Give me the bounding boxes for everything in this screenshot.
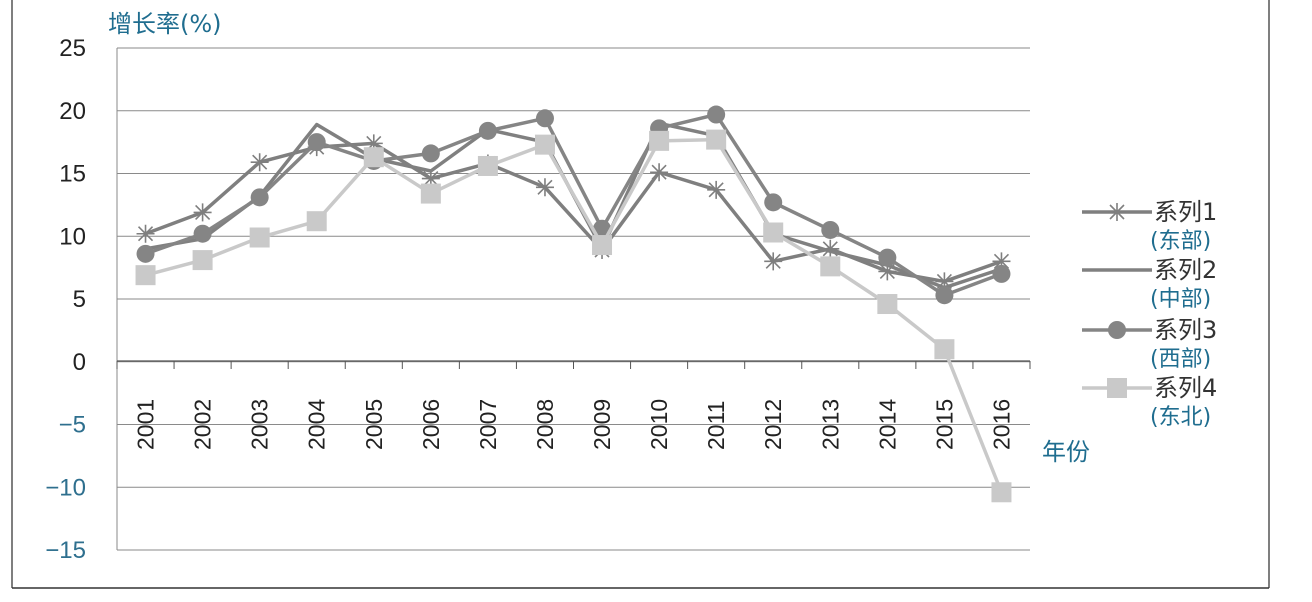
y-tick-label: 20 (59, 98, 86, 125)
data-point (1108, 321, 1126, 339)
data-point (706, 129, 727, 150)
data-point (707, 180, 726, 199)
legend-item-3: 系列3 (西部) (1082, 316, 1217, 372)
data-point (878, 248, 897, 267)
data-point (764, 193, 783, 212)
legend-sublabel: (东北) (1150, 405, 1211, 430)
x-tick-label: 2013 (817, 399, 843, 450)
data-point (878, 262, 897, 281)
data-point (363, 147, 384, 168)
legend-sublabel: (西部) (1150, 347, 1211, 372)
x-tick-label: 2002 (190, 399, 216, 450)
x-tick-label: 2016 (988, 399, 1014, 450)
data-point (534, 134, 555, 155)
legend-sublabel: (东部) (1150, 229, 1211, 254)
x-tick-label: 2003 (247, 399, 273, 450)
y-tick-labels: 25 20 15 10 5 0 −5 −10 −15 (45, 35, 86, 564)
y-tick-label: 0 (73, 349, 86, 376)
series-line (145, 137, 1004, 493)
series-4 (135, 129, 1012, 503)
data-point (136, 244, 155, 263)
data-point (420, 183, 441, 204)
data-point (877, 294, 898, 315)
data-point (991, 482, 1012, 503)
x-tick-label: 2007 (475, 399, 501, 450)
x-tick-label: 2008 (532, 399, 558, 450)
x-tick-label: 2011 (703, 401, 729, 450)
data-point (592, 235, 613, 256)
data-point (193, 203, 212, 222)
data-point (364, 134, 383, 153)
data-point (535, 109, 554, 128)
data-point (764, 252, 783, 271)
data-point (306, 211, 327, 232)
series-line (144, 112, 1003, 297)
data-point (934, 339, 955, 360)
data-point (992, 264, 1011, 283)
legend-item-1: 系列1 (东部) (1082, 198, 1217, 254)
series-3 (136, 105, 1011, 305)
legend-sublabel: (中部) (1150, 287, 1211, 312)
x-tick-label: 2015 (931, 399, 957, 450)
x-tick-label: 2001 (133, 399, 159, 450)
series-line (144, 141, 1003, 284)
data-point (478, 121, 497, 140)
series-line (145, 121, 1003, 290)
y-axis-title: 增长率(%) (108, 10, 222, 38)
x-tick-labels: 2001 2002 2003 2004 2005 2006 2007 2008 2009 2010… (133, 399, 1015, 450)
y-tick-label: −5 (59, 412, 86, 439)
data-point (707, 105, 726, 124)
data-point (193, 224, 212, 243)
data-point (307, 133, 326, 152)
legend-label: 系列2 (1154, 256, 1217, 284)
data-point (1108, 203, 1126, 221)
legend-item-2: 系列2 (中部) (1082, 256, 1217, 312)
data-point (477, 155, 498, 176)
y-tick-label: −15 (45, 537, 86, 564)
data-point (821, 220, 840, 239)
y-tick-label: 25 (59, 35, 86, 62)
data-point (192, 250, 213, 271)
data-point (250, 153, 269, 172)
data-point (535, 178, 554, 197)
data-point (992, 252, 1011, 271)
legend-label: 系列1 (1154, 198, 1217, 226)
series-2 (145, 121, 1003, 290)
data-point (650, 163, 669, 182)
series-1 (136, 134, 1011, 291)
x-tick-label: 2009 (589, 399, 615, 450)
y-tick-label: 15 (59, 161, 86, 188)
y-tick-label: −10 (45, 474, 86, 501)
x-tick-label: 2006 (418, 399, 444, 450)
legend-label: 系列3 (1154, 316, 1217, 344)
legend-item-4: 系列4 (东北) (1082, 374, 1217, 430)
data-point (249, 227, 270, 248)
x-tick-label: 2004 (304, 399, 330, 450)
data-point (421, 144, 440, 163)
data-point (135, 265, 156, 286)
y-tick-label: 5 (73, 286, 86, 313)
data-point (421, 169, 440, 188)
data-point (649, 130, 670, 151)
data-point (136, 224, 155, 243)
data-point (821, 239, 840, 258)
data-point (935, 272, 954, 291)
legend-label: 系列4 (1154, 374, 1217, 402)
y-tick-label: 10 (59, 223, 86, 250)
data-point (935, 286, 954, 305)
x-axis-title: 年份 (1042, 438, 1090, 466)
series-layer (135, 105, 1012, 503)
x-tick-label: 2012 (760, 399, 786, 450)
x-tick-label: 2005 (361, 399, 387, 450)
x-tick-label: 2014 (874, 399, 900, 450)
data-point (1107, 378, 1127, 398)
data-point (763, 222, 784, 243)
data-point (820, 256, 841, 277)
x-tick-label: 2010 (646, 399, 672, 450)
legend: 系列1 (东部)系列2 (中部) 系列3 (西部)系列4 (东北) (1082, 198, 1217, 430)
data-point (250, 188, 269, 207)
